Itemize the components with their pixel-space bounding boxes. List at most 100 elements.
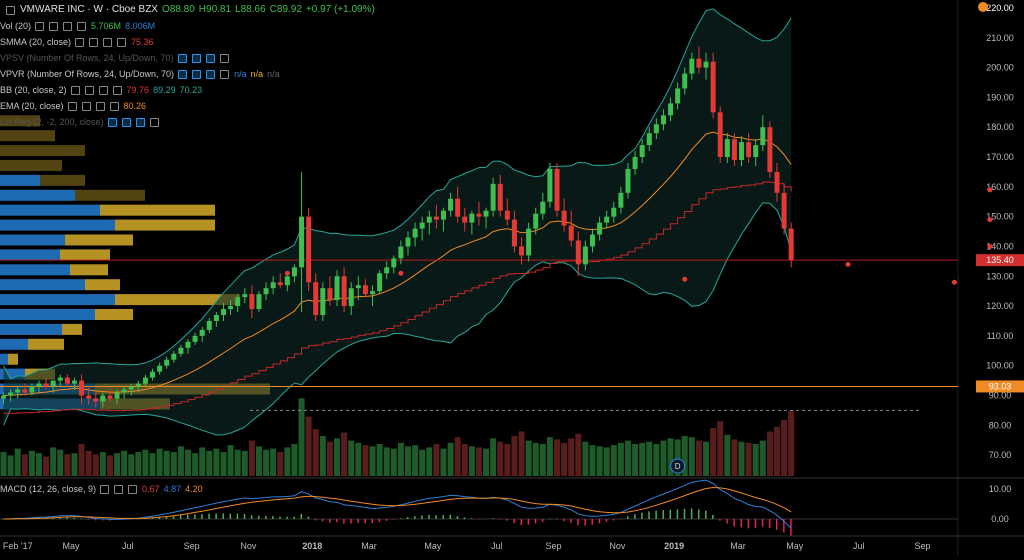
close-icon[interactable] — [103, 37, 113, 47]
indicator-row[interactable]: VPSV (Number Of Rows, 24, Up/Down, 70) — [0, 51, 230, 65]
indicator-name[interactable]: Lin Reg (2, -2, 200, close) — [0, 117, 104, 127]
more-icon[interactable] — [219, 53, 229, 63]
candle-body — [781, 192, 787, 229]
indicator-name[interactable]: EMA (20, close) — [0, 101, 64, 111]
macd-histogram-bar — [243, 513, 246, 519]
time-axis-label: May — [62, 541, 80, 551]
macd-visibility-icon[interactable] — [100, 484, 110, 494]
visibility-icon[interactable] — [177, 53, 187, 63]
macd-histogram-bar — [300, 513, 303, 519]
price-axis-label: 130.00 — [986, 271, 1014, 281]
volume-bar — [128, 454, 135, 476]
volume-bar — [319, 436, 326, 476]
more-icon[interactable] — [109, 101, 119, 111]
macd-histogram-bar — [286, 516, 288, 519]
settings-icon[interactable] — [192, 69, 202, 79]
settings-icon[interactable] — [121, 117, 131, 127]
indicator-name[interactable]: Vol (20) — [0, 21, 32, 31]
macd-histogram-bar — [577, 519, 579, 526]
indicator-name[interactable]: VPVR (Number Of Rows, 24, Up/Down, 70) — [0, 69, 175, 79]
indicator-name[interactable]: VPSV (Number Of Rows, 24, Up/Down, 70) — [0, 53, 174, 63]
close-icon[interactable] — [135, 117, 145, 127]
visibility-icon[interactable] — [107, 117, 117, 127]
candle-body — [689, 58, 695, 74]
close-icon[interactable] — [63, 21, 73, 31]
volume-bar — [57, 449, 64, 476]
candle-body — [540, 201, 546, 214]
volume-profile-up-bar — [0, 249, 60, 261]
candle-body — [71, 380, 77, 384]
more-icon[interactable] — [149, 117, 159, 127]
price-axis-label: 210.00 — [986, 33, 1014, 43]
macd-histogram-bar — [2, 519, 4, 520]
volume-bar — [475, 447, 482, 476]
indicator-row[interactable]: EMA (20, close) 80.26 — [0, 99, 146, 113]
volume-bar — [85, 450, 92, 476]
candle-body — [526, 228, 532, 256]
close-icon[interactable] — [95, 101, 105, 111]
indicator-row[interactable]: VPVR (Number Of Rows, 24, Up/Down, 70) n/… — [0, 67, 280, 81]
indicator-row[interactable]: Lin Reg (2, -2, 200, close) — [0, 115, 160, 129]
more-icon[interactable] — [77, 21, 87, 31]
volume-bar — [348, 440, 355, 476]
price-axis-label: 90.00 — [989, 390, 1012, 400]
settings-icon[interactable] — [191, 53, 201, 63]
macd-histogram-bar — [499, 519, 501, 520]
visibility-icon[interactable] — [178, 69, 188, 79]
candle-body — [114, 392, 120, 399]
candle-body — [391, 258, 397, 268]
visibility-icon[interactable] — [75, 37, 85, 47]
volume-bar — [617, 442, 624, 476]
visibility-icon[interactable] — [70, 85, 80, 95]
indicator-name[interactable]: SMMA (20, close) — [0, 37, 72, 47]
candle-body — [476, 213, 482, 217]
more-icon[interactable] — [112, 85, 122, 95]
macd-close-icon[interactable] — [128, 484, 138, 494]
macd-histogram-bar — [293, 516, 295, 519]
macd-histogram-bar — [350, 519, 352, 524]
macd-histogram-bar — [364, 519, 366, 524]
volume-profile-up-bar — [0, 204, 100, 216]
visibility-icon[interactable] — [67, 101, 77, 111]
indicator-row[interactable]: SMMA (20, close) 75.36 — [0, 35, 154, 49]
volume-profile-up-bar — [0, 368, 25, 380]
candle-body — [589, 234, 595, 247]
macd-histogram-bar — [265, 515, 267, 519]
settings-icon[interactable] — [89, 37, 99, 47]
volume-profile-up-bar — [0, 234, 65, 246]
macd-settings-icon[interactable] — [114, 484, 124, 494]
more-icon[interactable] — [117, 37, 127, 47]
macd-histogram-bar — [541, 519, 544, 522]
indicator-name[interactable]: BB (20, close, 2) — [0, 85, 67, 95]
indicator-row[interactable]: BB (20, close, 2) 79.76 89.29 70.23 — [0, 83, 202, 97]
candle-body — [511, 219, 517, 247]
volume-bar — [142, 449, 149, 476]
indicator-value: 80.26 — [123, 101, 147, 111]
settings-icon[interactable] — [84, 85, 94, 95]
volume-bar — [92, 454, 99, 476]
volume-bar — [255, 446, 262, 476]
volume-bar — [468, 446, 475, 476]
candle-body — [36, 383, 42, 387]
collapse-icon[interactable] — [6, 5, 15, 15]
more-icon[interactable] — [220, 69, 230, 79]
volume-bar — [376, 444, 383, 476]
volume-profile-down-bar — [75, 189, 145, 201]
candle-body — [220, 309, 226, 316]
price-axis-label: 160.00 — [986, 182, 1014, 192]
settings-icon[interactable] — [49, 21, 59, 31]
close-icon[interactable] — [206, 69, 216, 79]
volume-bar — [21, 454, 28, 476]
visibility-icon[interactable] — [35, 21, 45, 31]
price-tag-bg — [976, 380, 1024, 393]
close-icon[interactable] — [205, 53, 215, 63]
candle-body — [483, 210, 489, 217]
alert-settings-icon[interactable] — [978, 2, 988, 12]
volume-bar — [724, 434, 731, 476]
macd-title[interactable]: MACD (12, 26, close, 9) — [0, 484, 97, 494]
settings-icon[interactable] — [81, 101, 91, 111]
indicator-row[interactable]: Vol (20) 5.706M 8.006M — [0, 19, 155, 33]
close-icon[interactable] — [98, 85, 108, 95]
